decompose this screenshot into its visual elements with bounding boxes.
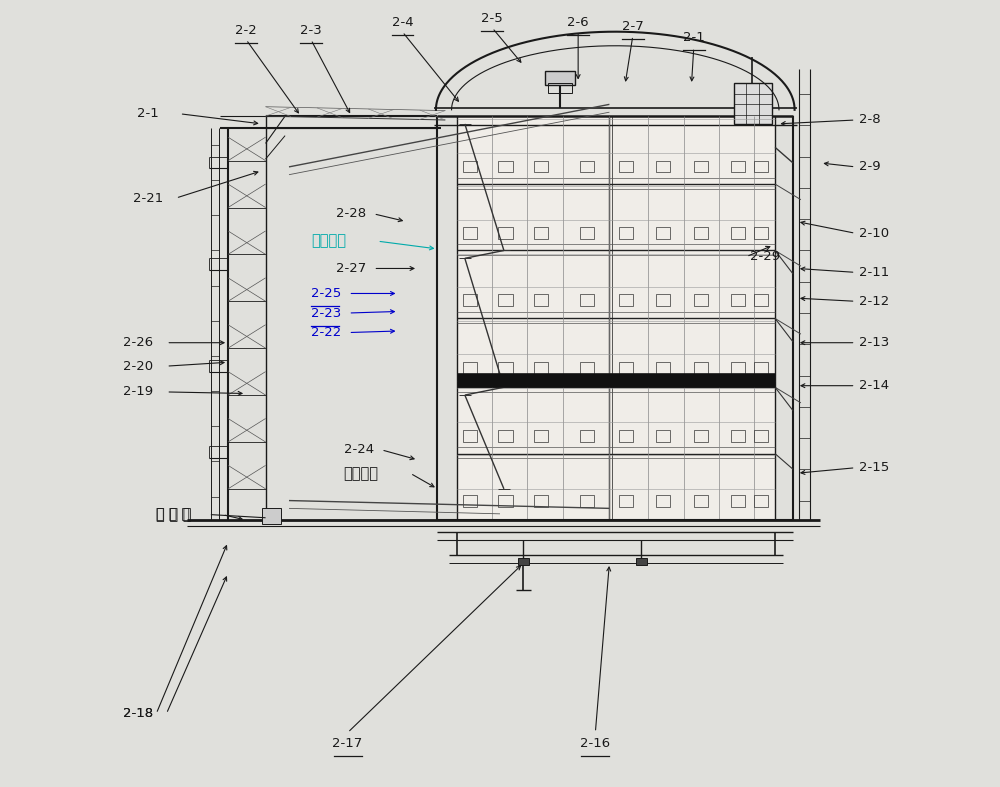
- Text: 2-24: 2-24: [344, 443, 374, 456]
- Bar: [619, 495, 633, 507]
- Text: 2-9: 2-9: [859, 161, 881, 173]
- Bar: [534, 161, 548, 172]
- Text: 2-13: 2-13: [859, 336, 890, 349]
- Bar: [656, 495, 670, 507]
- Text: 2-16: 2-16: [580, 737, 610, 750]
- Text: 2-21: 2-21: [133, 192, 163, 205]
- Bar: [694, 227, 708, 238]
- Bar: [619, 227, 633, 238]
- Text: 2-12: 2-12: [859, 295, 890, 308]
- Bar: [580, 227, 594, 238]
- Bar: [656, 294, 670, 306]
- Bar: [457, 116, 775, 520]
- Bar: [463, 161, 477, 172]
- Bar: [580, 362, 594, 374]
- Bar: [731, 495, 745, 507]
- Bar: [498, 362, 513, 374]
- Bar: [734, 83, 772, 124]
- Text: 2-29: 2-29: [750, 250, 780, 263]
- Bar: [463, 362, 477, 374]
- Text: 2-8: 2-8: [859, 113, 881, 127]
- Bar: [498, 161, 513, 172]
- Text: 2-11: 2-11: [859, 266, 890, 279]
- Bar: [731, 430, 745, 442]
- Text: 基 础 面: 基 础 面: [156, 508, 190, 522]
- Bar: [656, 430, 670, 442]
- Bar: [754, 294, 768, 306]
- Text: 2-18: 2-18: [123, 708, 153, 720]
- Bar: [498, 495, 513, 507]
- Bar: [534, 227, 548, 238]
- Text: 2-26: 2-26: [123, 336, 153, 349]
- Bar: [619, 294, 633, 306]
- Bar: [580, 495, 594, 507]
- Text: 2-18: 2-18: [123, 708, 153, 720]
- Bar: [534, 430, 548, 442]
- Text: 2-15: 2-15: [859, 461, 890, 475]
- Text: 2-4: 2-4: [392, 16, 413, 29]
- Bar: [754, 161, 768, 172]
- Bar: [580, 294, 594, 306]
- Text: 2-6: 2-6: [567, 16, 589, 29]
- Bar: [694, 294, 708, 306]
- Bar: [656, 227, 670, 238]
- Text: 活塞到顶: 活塞到顶: [311, 234, 346, 249]
- Bar: [754, 362, 768, 374]
- Bar: [580, 161, 594, 172]
- Text: 2-10: 2-10: [859, 227, 890, 240]
- Text: 2-1: 2-1: [683, 31, 705, 44]
- Bar: [694, 161, 708, 172]
- Bar: [694, 430, 708, 442]
- Bar: [498, 227, 513, 238]
- Text: 2-3: 2-3: [300, 24, 322, 37]
- Bar: [619, 362, 633, 374]
- Text: 2-19: 2-19: [123, 386, 153, 398]
- Bar: [534, 495, 548, 507]
- Bar: [548, 83, 572, 93]
- Bar: [457, 373, 775, 387]
- Bar: [694, 362, 708, 374]
- Bar: [518, 558, 529, 565]
- Bar: [754, 430, 768, 442]
- Bar: [731, 161, 745, 172]
- Text: 2-28: 2-28: [336, 207, 366, 220]
- Bar: [463, 227, 477, 238]
- Bar: [463, 495, 477, 507]
- Bar: [754, 227, 768, 238]
- Text: 2-25: 2-25: [311, 287, 341, 300]
- Bar: [498, 294, 513, 306]
- Bar: [656, 161, 670, 172]
- Text: 2-23: 2-23: [311, 306, 341, 320]
- Bar: [545, 71, 575, 85]
- Bar: [534, 362, 548, 374]
- Text: 基 础 面: 基 础 面: [156, 507, 192, 522]
- Bar: [580, 430, 594, 442]
- Bar: [636, 558, 647, 565]
- Text: 2-20: 2-20: [123, 360, 153, 373]
- Bar: [731, 294, 745, 306]
- Bar: [656, 362, 670, 374]
- Bar: [731, 227, 745, 238]
- Text: 2-2: 2-2: [235, 24, 257, 37]
- Text: 2-22: 2-22: [311, 326, 341, 339]
- Text: 2-17: 2-17: [332, 737, 363, 750]
- Bar: [619, 161, 633, 172]
- Bar: [463, 430, 477, 442]
- Text: 活塞落底: 活塞落底: [344, 466, 379, 481]
- Bar: [731, 362, 745, 374]
- Bar: [534, 294, 548, 306]
- Text: 2-14: 2-14: [859, 379, 890, 392]
- Text: 2-7: 2-7: [622, 20, 644, 33]
- Text: 2-1: 2-1: [137, 107, 158, 120]
- Bar: [694, 495, 708, 507]
- Text: 2-27: 2-27: [336, 262, 366, 275]
- Bar: [262, 508, 281, 524]
- Bar: [463, 294, 477, 306]
- Text: 2-5: 2-5: [481, 12, 503, 25]
- Bar: [619, 430, 633, 442]
- Bar: [498, 430, 513, 442]
- Bar: [754, 495, 768, 507]
